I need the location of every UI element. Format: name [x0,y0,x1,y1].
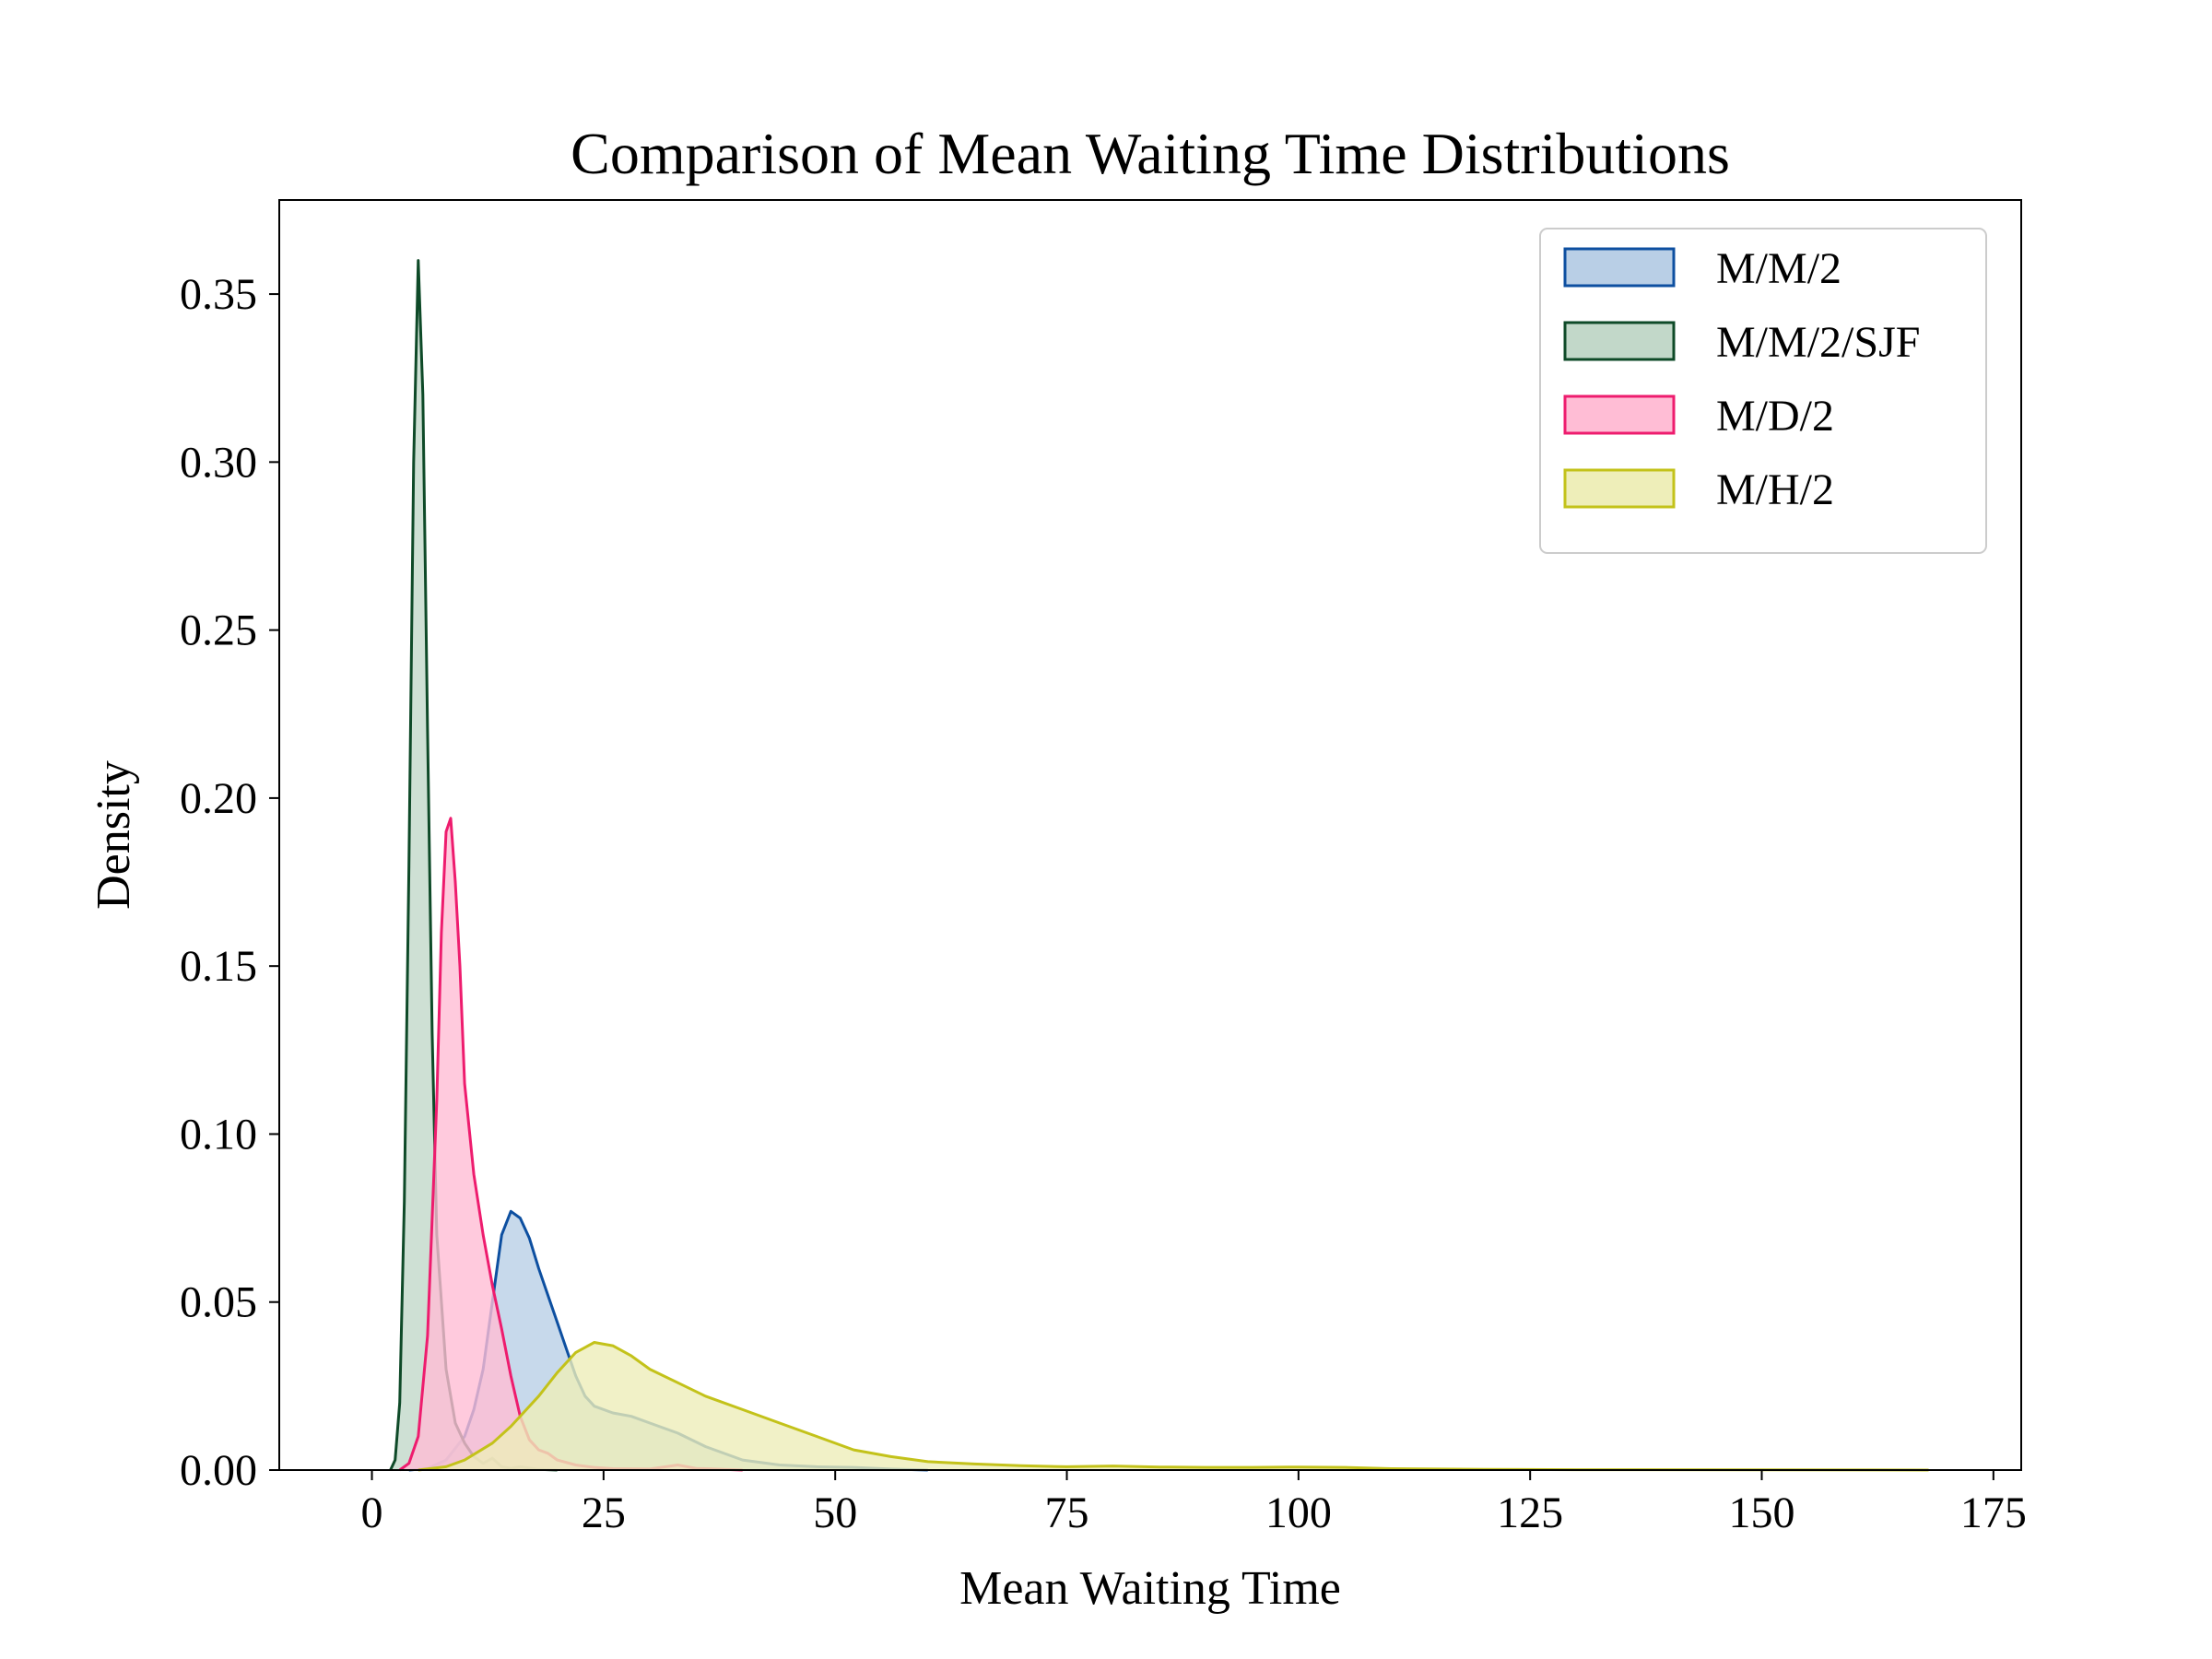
legend-swatch [1563,394,1676,435]
y-tick-label: 0.05 [180,1278,257,1327]
y-tick-label: 0.20 [180,774,257,823]
y-axis: 0.00 0.05 0.10 0.15 0.20 0.25 0.30 0.35 [180,270,279,1495]
x-axis: 0 25 50 75 100 125 150 175 [361,1470,2027,1537]
legend-items: M/M/2 M/M/2/SJF M/D/2 M/H/2 [1563,244,1920,514]
legend-swatch [1563,468,1676,509]
y-tick-label: 0.25 [180,606,257,655]
series-line-3 [418,1341,1929,1472]
y-tick-label: 0.15 [180,942,257,991]
x-axis-label: Mean Waiting Time [959,1562,1341,1615]
legend-label: M/H/2 [1716,465,1834,514]
series-area-2 [399,818,743,1470]
legend-swatch [1563,321,1676,361]
legend-label: M/D/2 [1716,392,1834,441]
x-tick-label: 50 [813,1488,857,1537]
x-tick-label: 25 [582,1488,626,1537]
y-axis-label: Density [88,760,140,910]
chart-title: Comparison of Mean Waiting Time Distribu… [571,121,1730,186]
y-tick-label: 0.30 [180,438,257,487]
y-tick-label: 0.35 [180,270,257,319]
y-tick-label: 0.10 [180,1110,257,1159]
legend: M/M/2 M/M/2/SJF M/D/2 M/H/2 [1539,228,1987,554]
legend-swatch [1563,247,1676,288]
x-tick-label: 125 [1497,1488,1563,1537]
x-tick-label: 100 [1265,1488,1332,1537]
y-tick-label: 0.00 [180,1446,257,1495]
x-tick-label: 75 [1045,1488,1089,1537]
x-tick-label: 175 [1960,1488,2027,1537]
series-area-1 [390,260,558,1471]
plot-frame [278,199,2022,1471]
series-layer [389,259,1929,1472]
series-area-3 [418,1342,1929,1470]
legend-label: M/M/2/SJF [1716,318,1920,367]
x-tick-label: 0 [361,1488,383,1537]
x-tick-label: 150 [1729,1488,1795,1537]
legend-label: M/M/2 [1716,244,1841,293]
